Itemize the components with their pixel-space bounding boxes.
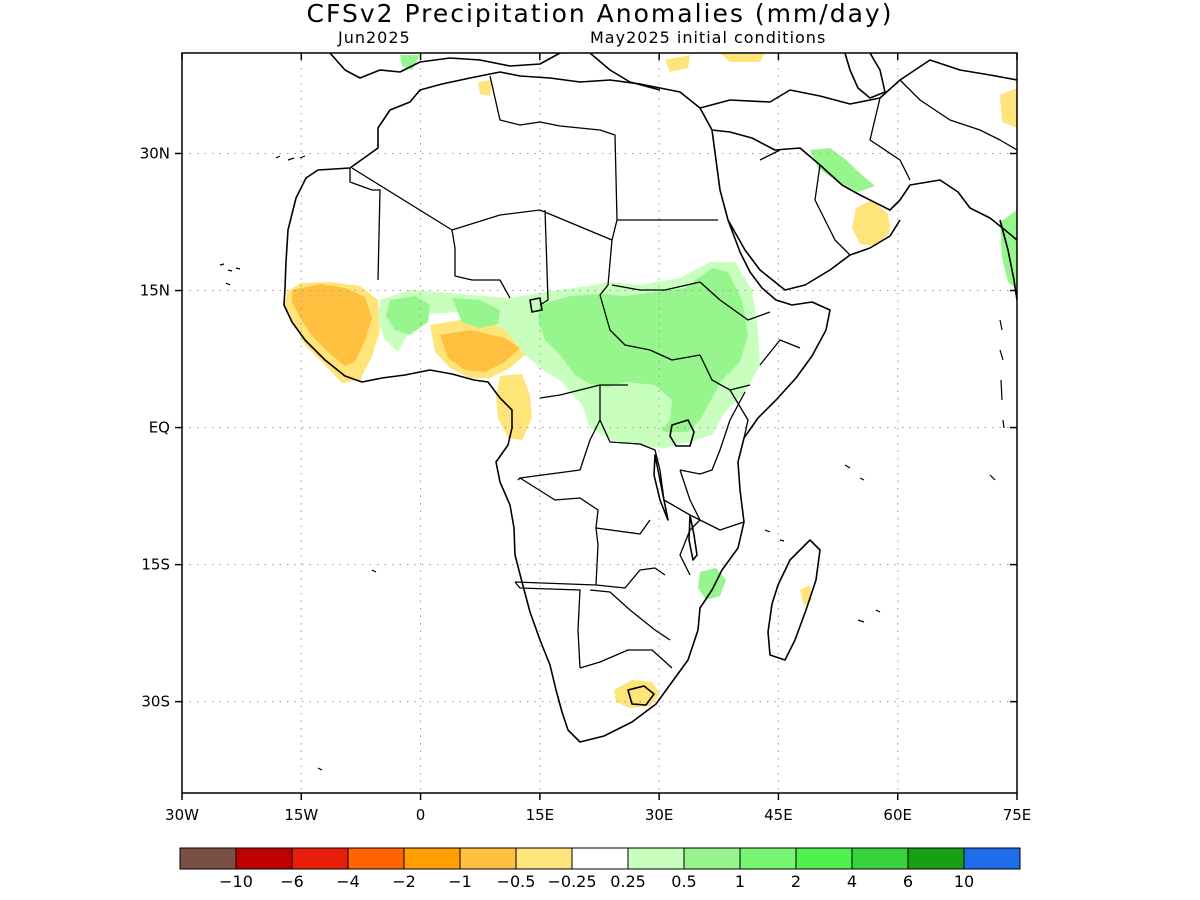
initial-conditions: May2025 initial conditions bbox=[590, 28, 827, 47]
latitude-axis: 30N 15N EQ 15S 30S bbox=[140, 144, 1017, 711]
lat-tick-label: 30S bbox=[141, 693, 170, 711]
anomaly-region-sudan-medium bbox=[538, 268, 748, 432]
colorbar-label: −6 bbox=[280, 872, 304, 891]
colorbar-label: 2 bbox=[791, 872, 801, 891]
colorbar-swatch bbox=[683, 847, 741, 870]
st-helena-island bbox=[317, 569, 377, 771]
colorbar-swatch bbox=[907, 847, 965, 870]
islands bbox=[219, 155, 1005, 771]
seychelles-islands bbox=[844, 464, 996, 481]
colorbar-label: 0.25 bbox=[610, 872, 646, 891]
map-title: CFSv2 Precipitation Anomalies (mm/day) bbox=[306, 0, 894, 28]
colorbar: −10 −6 −4 −2 −1 −0.5 −0.25 0.25 0.5 1 2 4 6 10 bbox=[179, 847, 1021, 891]
caspian-coastline bbox=[844, 53, 886, 99]
colorbar-label: 1 bbox=[735, 872, 745, 891]
colorbar-label: 4 bbox=[847, 872, 857, 891]
colorbar-swatch bbox=[515, 847, 573, 870]
colorbar-label: −0.5 bbox=[497, 872, 536, 891]
anomaly-region-congo-light bbox=[596, 382, 672, 442]
coastlines bbox=[283, 53, 1017, 743]
lon-tick-label: 45E bbox=[764, 806, 793, 824]
anomaly-region-guinea-medium bbox=[292, 284, 372, 366]
colorbar-label: −10 bbox=[219, 872, 253, 891]
forecast-month: Jun2025 bbox=[338, 28, 411, 47]
colorbar-label: −1 bbox=[448, 872, 472, 891]
colorbar-label: −2 bbox=[392, 872, 416, 891]
lake-malawi bbox=[688, 514, 698, 561]
colorbar-swatch bbox=[963, 847, 1021, 870]
anomaly-region-oman-light bbox=[852, 200, 890, 246]
colorbar-swatch bbox=[739, 847, 797, 870]
lat-tick-label: EQ bbox=[149, 419, 170, 437]
lesotho-border bbox=[627, 685, 655, 706]
colorbar-swatch bbox=[291, 847, 349, 870]
lon-tick-label: 0 bbox=[416, 806, 426, 824]
mascarene-islands bbox=[857, 609, 881, 623]
colorbar-swatch bbox=[459, 847, 517, 870]
lat-tick-label: 15S bbox=[141, 556, 170, 574]
anomaly-region-mozambique-medium bbox=[698, 568, 726, 600]
madagascar-coastline bbox=[767, 539, 821, 661]
europe-coastline bbox=[329, 53, 1017, 109]
colorbar-swatch bbox=[179, 847, 237, 870]
colorbar-swatch bbox=[571, 847, 629, 870]
colorbar-swatch bbox=[795, 847, 853, 870]
colorbar-label: −4 bbox=[336, 872, 360, 891]
lon-tick-label: 30E bbox=[645, 806, 674, 824]
colorbar-label: 0.5 bbox=[671, 872, 696, 891]
cape-verde-islands bbox=[219, 263, 241, 286]
colorbar-label: 6 bbox=[903, 872, 913, 891]
lat-tick-label: 15N bbox=[140, 282, 170, 300]
map-plot-area bbox=[182, 53, 1017, 793]
colorbar-swatch bbox=[851, 847, 909, 870]
lon-tick-label: 75E bbox=[1003, 806, 1032, 824]
lon-tick-label: 60E bbox=[883, 806, 912, 824]
canary-islands bbox=[275, 155, 306, 161]
lake-tanganyika bbox=[653, 454, 669, 521]
anomaly-shading bbox=[285, 53, 1017, 708]
colorbar-swatch bbox=[235, 847, 293, 870]
lon-tick-label: 15W bbox=[284, 806, 318, 824]
anomaly-region-med-medium bbox=[400, 55, 875, 192]
lake-victoria bbox=[669, 419, 695, 447]
country-borders bbox=[349, 75, 1017, 669]
africa-coastline bbox=[283, 71, 831, 743]
maldives-islands bbox=[999, 319, 1005, 429]
lon-tick-label: 15E bbox=[526, 806, 555, 824]
anomaly-region-nigeria-medium bbox=[440, 330, 520, 372]
map-frame bbox=[181, 52, 1018, 794]
colorbar-swatch bbox=[347, 847, 405, 870]
comoros-islands bbox=[764, 529, 785, 542]
lon-tick-label: 30W bbox=[165, 806, 199, 824]
colorbar-swatch bbox=[403, 847, 461, 870]
colorbar-label: 10 bbox=[954, 872, 974, 891]
anomaly-region-cameroon-light bbox=[496, 374, 532, 440]
lake-chad bbox=[529, 297, 543, 313]
anomaly-region-med-light bbox=[478, 53, 1017, 128]
lat-tick-label: 30N bbox=[140, 144, 170, 162]
longitude-axis: 30W 15W 0 15E 30E 45E 60E 75E bbox=[165, 53, 1031, 824]
arabia-coastline bbox=[711, 129, 1017, 291]
colorbar-swatch bbox=[627, 847, 685, 870]
colorbar-label: −0.25 bbox=[547, 872, 596, 891]
anomaly-region-west-sahel-medium bbox=[386, 296, 500, 335]
